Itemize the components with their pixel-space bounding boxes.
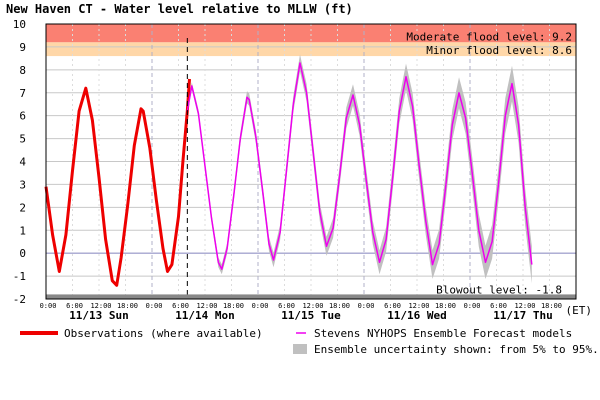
legend-observations-label: Observations (where available) — [64, 327, 263, 340]
x-day-label: 11/17 Thu — [493, 309, 553, 322]
series-lines — [44, 62, 533, 287]
x-hour-tick-label: 18:00 — [541, 302, 562, 310]
y-tick-label: 4 — [19, 156, 26, 169]
legend-forecast-label: Stevens NYHOPS Ensemble Forecast models — [314, 327, 572, 340]
y-tick-label: 8 — [19, 64, 26, 77]
x-day-label: 11/15 Tue — [281, 309, 341, 322]
y-tick-label: 0 — [19, 247, 26, 260]
legend: Observations (where available) Stevens N… — [20, 327, 599, 356]
x-hour-tick-label: 0:00 — [358, 302, 375, 310]
x-hour-tick-label: 0:00 — [146, 302, 163, 310]
forecast-line — [186, 62, 533, 270]
x-hour-tick-label: 12:00 — [408, 302, 429, 310]
y-tick-label: 3 — [19, 178, 26, 191]
x-hour-tick-label: 6:00 — [490, 302, 507, 310]
x-hour-tick-label: 6:00 — [172, 302, 189, 310]
minor-flood-label: Minor flood level: 8.6 — [426, 44, 572, 57]
y-tick-label: 5 — [19, 133, 26, 146]
x-hour-tick-label: 6:00 — [66, 302, 83, 310]
y-tick-label: 6 — [19, 110, 26, 123]
x-hour-tick-label: 12:00 — [514, 302, 535, 310]
x-hour-tick-label: 0:00 — [40, 302, 57, 310]
y-tick-label: 7 — [19, 87, 26, 100]
y-tick-label: -1 — [13, 270, 26, 283]
x-hour-tick-label: 0:00 — [252, 302, 269, 310]
x-day-label: 11/13 Sun — [69, 309, 129, 322]
time-zone-label: (ET) — [566, 304, 593, 317]
x-day-label: 11/14 Mon — [175, 309, 235, 322]
x-day-label: 11/16 Wed — [387, 309, 447, 322]
moderate-flood-label: Moderate flood level: 9.2 — [406, 30, 572, 43]
chart-title: New Haven CT - Water level relative to M… — [6, 2, 353, 16]
x-hour-tick-label: 0:00 — [464, 302, 481, 310]
x-hour-tick-label: 6:00 — [278, 302, 295, 310]
x-hour-tick-label: 12:00 — [302, 302, 323, 310]
x-hour-tick-label: 18:00 — [435, 302, 456, 310]
blowout-level-bar — [46, 294, 576, 299]
x-axis-tick-labels: 0:00 6:00 12:00 18:00 0:00 6:00 12:00 18:00 0:00… — [40, 302, 562, 322]
y-axis-tick-labels: -2 -1 0 1 2 3 4 5 6 7 8 9 10 — [13, 18, 27, 306]
plot-area: Moderate flood level: 9.2 Minor flood le… — [44, 23, 577, 300]
x-hour-tick-label: 18:00 — [223, 302, 244, 310]
legend-uncertainty-label: Ensemble uncertainty shown: from 5% to 9… — [314, 343, 599, 356]
x-hour-tick-label: 12:00 — [90, 302, 111, 310]
y-tick-label: 10 — [13, 18, 26, 31]
y-tick-label: 1 — [19, 224, 26, 237]
y-tick-label: 9 — [19, 41, 26, 54]
x-hour-tick-label: 18:00 — [117, 302, 138, 310]
moderate-flood-band — [46, 24, 576, 43]
y-tick-label: -2 — [13, 293, 26, 306]
x-hour-tick-label: 18:00 — [329, 302, 350, 310]
plot-frame — [45, 23, 577, 300]
y-tick-label: 2 — [19, 201, 26, 214]
observations-line — [44, 78, 191, 287]
x-hour-tick-label: 6:00 — [384, 302, 401, 310]
x-hour-tick-label: 12:00 — [196, 302, 217, 310]
blowout-level-label: Blowout level: -1.8 — [436, 283, 562, 296]
legend-uncertainty-swatch — [293, 344, 307, 354]
